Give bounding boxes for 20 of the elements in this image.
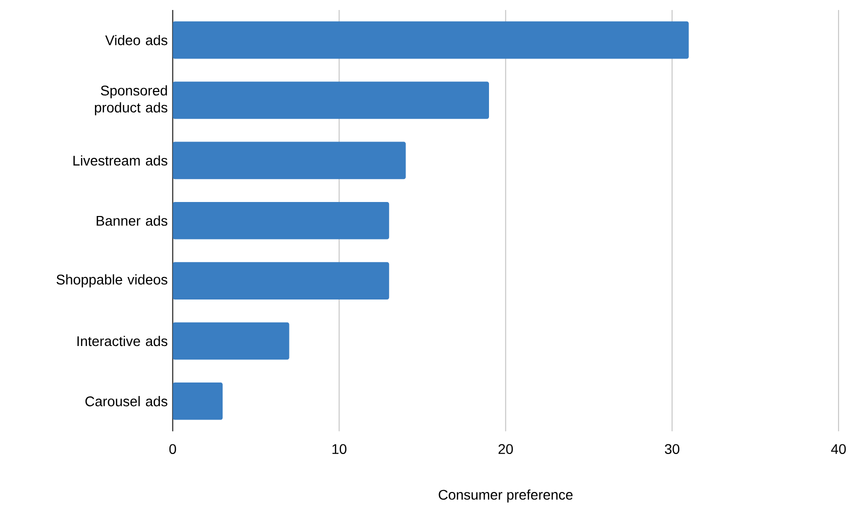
bar [172, 202, 390, 240]
y-tick-label: Shoppable videos [56, 274, 168, 288]
x-axis-title: Consumer preference [438, 489, 573, 502]
x-tick-label: 0 [169, 444, 176, 454]
x-tick-label: 40 [831, 444, 846, 454]
bar [172, 82, 489, 119]
y-tick-label: Carousel ads [85, 396, 168, 406]
bar [172, 382, 223, 420]
x-tick-label: 20 [498, 444, 513, 454]
bar [172, 142, 406, 180]
x-tick-label: 10 [332, 444, 346, 454]
y-tick-label: Livestream ads [73, 155, 168, 166]
y-tick-label: Video ads [105, 34, 168, 46]
bar [172, 322, 290, 360]
y-tick-label: Sponsored product ads [94, 85, 168, 116]
bar [172, 21, 689, 59]
y-tick-label: Interactive ads [77, 336, 168, 346]
bar [172, 262, 390, 300]
x-tick-label: 30 [664, 444, 680, 454]
y-tick-label: Banner ads [96, 215, 168, 226]
